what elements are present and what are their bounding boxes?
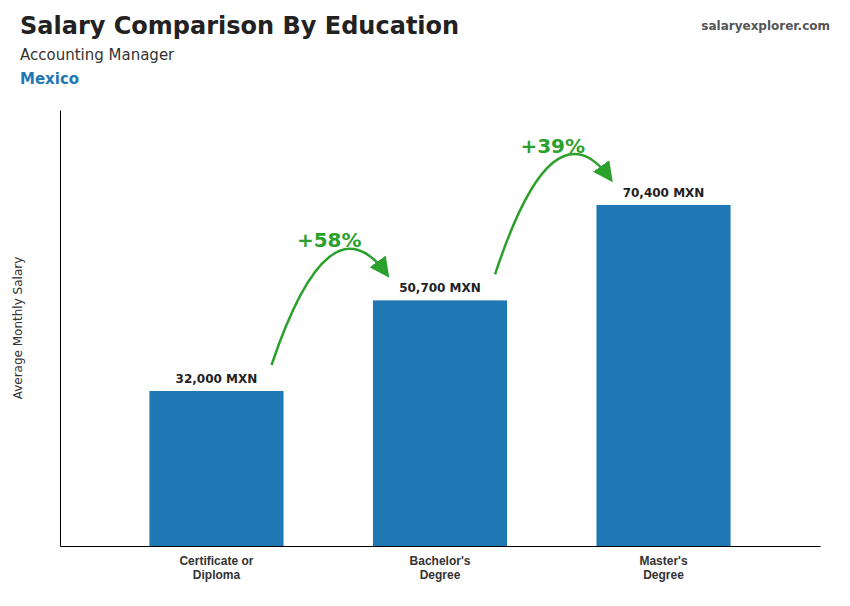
bars	[149, 205, 730, 546]
annotation: Mexico	[20, 70, 79, 88]
data-label: 32,000 MXN	[176, 372, 258, 386]
growth-label: +58%	[297, 228, 362, 252]
data-labels: 32,000 MXN 50,700 MXN 70,400 MXN	[176, 186, 705, 386]
title: Salary Comparison By Education	[20, 12, 459, 40]
x-axis-line	[61, 546, 821, 547]
data-label: 70,400 MXN	[623, 186, 705, 200]
x-tick: Bachelor'sDegree	[410, 554, 471, 582]
y-axis	[60, 111, 61, 547]
y-axis-title: Average Monthly Salary	[11, 257, 25, 400]
x-tick: Certificate orDiploma	[179, 554, 253, 582]
bar	[373, 300, 507, 546]
chart: Salary Comparison By Education Accounting…	[0, 0, 850, 606]
data-label: 50,700 MXN	[399, 281, 481, 295]
growth-arrow	[495, 154, 610, 274]
x-axis: Certificate orDiploma Bachelor'sDegree Mas…	[61, 547, 821, 582]
plot: Certificate orDiploma Bachelor'sDegree Mas…	[61, 111, 821, 582]
x-tick-label: Certificate orDiploma	[179, 554, 253, 582]
annotation: salaryexplorer.com	[701, 19, 830, 33]
growth-label: +39%	[520, 134, 585, 158]
bar	[596, 205, 730, 546]
growth-arrows: +58% +39%	[272, 134, 611, 365]
x-tick-label: Bachelor'sDegree	[410, 554, 471, 582]
y-axis-line	[60, 111, 61, 547]
subtitle: Accounting Manager	[20, 46, 175, 64]
bar	[149, 391, 283, 546]
growth-arrow	[272, 249, 387, 365]
x-tick: Master'sDegree	[639, 554, 688, 582]
x-tick-label: Master'sDegree	[639, 554, 688, 582]
